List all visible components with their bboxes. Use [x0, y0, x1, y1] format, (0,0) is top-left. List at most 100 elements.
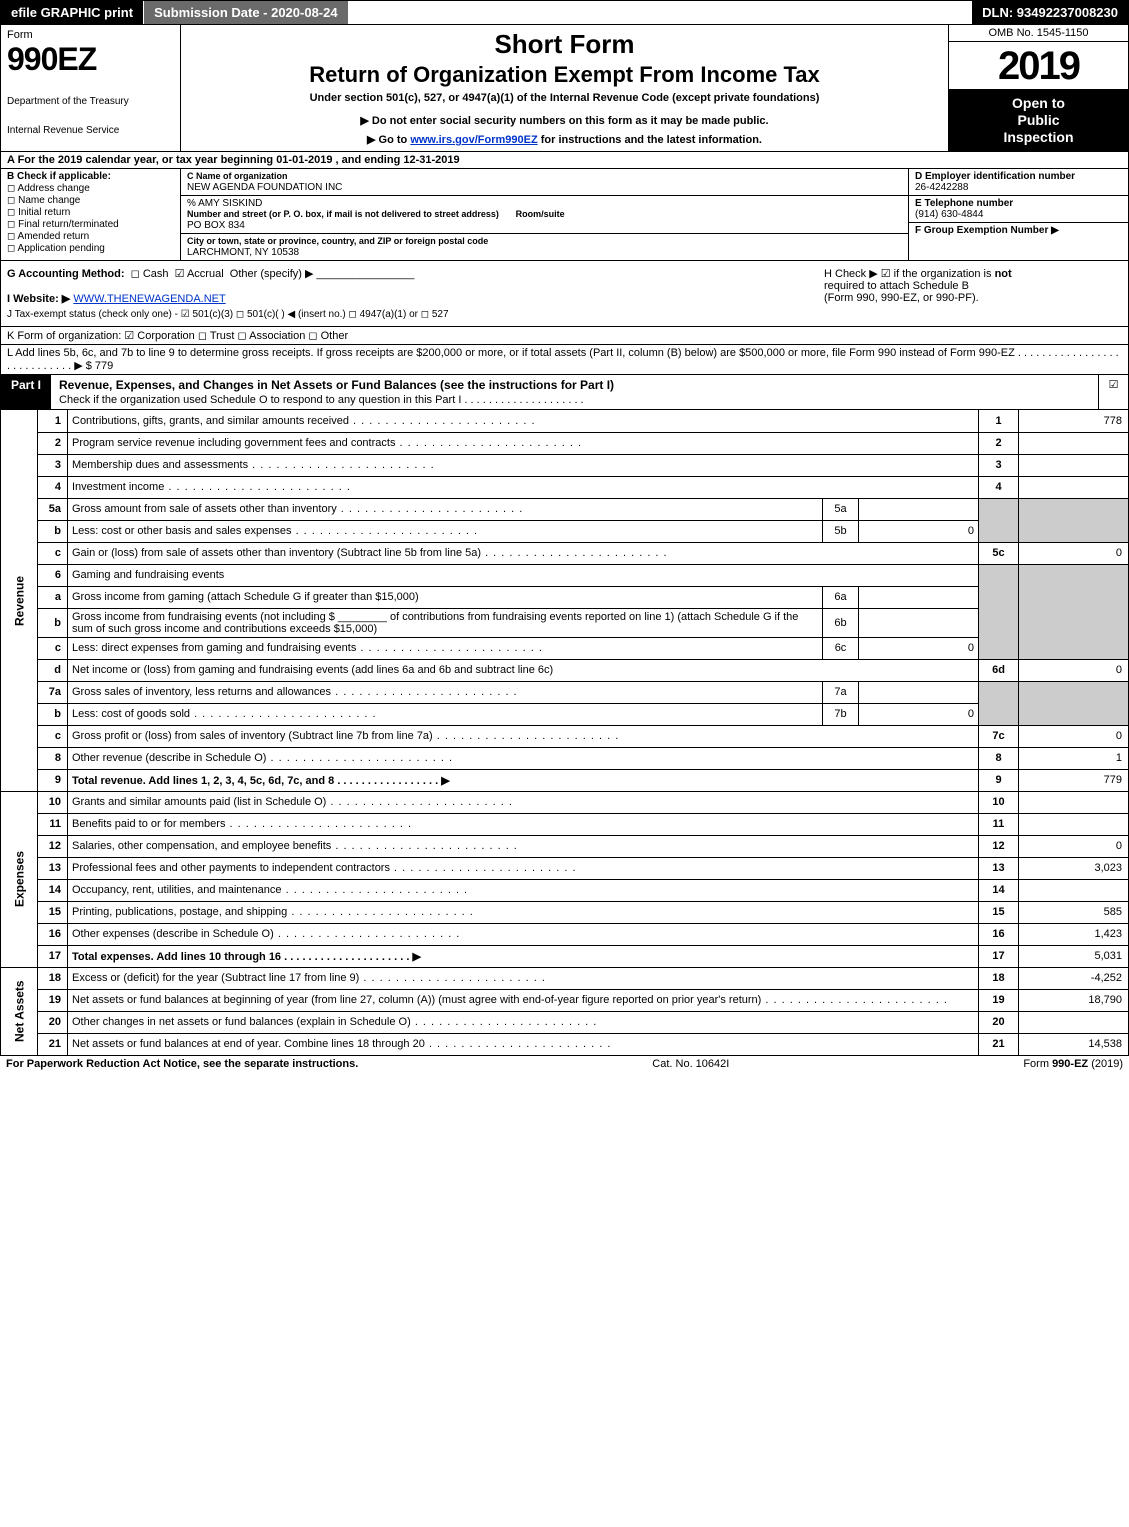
ln-19: 19 — [38, 989, 68, 1011]
chk-address-change[interactable]: ◻ Address change — [7, 183, 174, 194]
sub-5a-n: 5a — [823, 498, 859, 520]
short-form-title: Short Form — [189, 29, 940, 60]
desc-5a: Gross amount from sale of assets other t… — [68, 498, 823, 520]
num-1: 1 — [979, 410, 1019, 432]
gh-left: G Accounting Method: ◻ Cash ☑ Accrual Ot… — [1, 261, 818, 326]
grey-6 — [979, 564, 1019, 659]
accounting-method: G Accounting Method: ◻ Cash ☑ Accrual Ot… — [7, 267, 812, 280]
return-title: Return of Organization Exempt From Incom… — [189, 62, 940, 88]
ln-6a: a — [38, 586, 68, 608]
desc-14: Occupancy, rent, utilities, and maintena… — [68, 879, 979, 901]
sub-6b-n: 6b — [823, 608, 859, 637]
grey-6-amt — [1019, 564, 1129, 659]
num-10: 10 — [979, 791, 1019, 813]
h-text-1: H Check ▶ ☑ if the organization is — [824, 268, 995, 280]
ln-21: 21 — [38, 1033, 68, 1055]
desc-5b: Less: cost or other basis and sales expe… — [68, 520, 823, 542]
sub-6b-v — [859, 608, 979, 637]
chk-accrual[interactable]: Accrual — [187, 268, 224, 280]
ln-14: 14 — [38, 879, 68, 901]
num-6d: 6d — [979, 659, 1019, 681]
num-12: 12 — [979, 835, 1019, 857]
h-text-2: required to attach Schedule B — [824, 280, 969, 292]
row-l: L Add lines 5b, 6c, and 7b to line 9 to … — [0, 345, 1129, 375]
sub-7b-n: 7b — [823, 703, 859, 725]
column-def: D Employer identification number 26-4242… — [908, 169, 1128, 260]
column-b: B Check if applicable: ◻ Address change … — [1, 169, 181, 260]
grey-7 — [979, 681, 1019, 725]
ln-7c: c — [38, 725, 68, 747]
ln-18: 18 — [38, 967, 68, 989]
chk-other[interactable]: Other (specify) ▶ — [230, 268, 314, 280]
chk-cash[interactable]: Cash — [143, 268, 169, 280]
sub-5a-v — [859, 498, 979, 520]
ln-6d: d — [38, 659, 68, 681]
goto-line: ▶ Go to www.irs.gov/Form990EZ for instru… — [189, 133, 940, 146]
desc-19: Net assets or fund balances at beginning… — [68, 989, 979, 1011]
part-1-header: Part I Revenue, Expenses, and Changes in… — [0, 375, 1129, 410]
num-20: 20 — [979, 1011, 1019, 1033]
h-text-3: (Form 990, 990-EZ, or 990-PF). — [824, 292, 979, 304]
part-1-tag: Part I — [1, 375, 51, 409]
sub-6c-n: 6c — [823, 637, 859, 659]
goto-link[interactable]: www.irs.gov/Form990EZ — [410, 134, 537, 146]
topbar: efile GRAPHIC print Submission Date - 20… — [0, 0, 1129, 25]
chk-amended-return[interactable]: ◻ Amended return — [7, 231, 174, 242]
num-11: 11 — [979, 813, 1019, 835]
efile-button[interactable]: efile GRAPHIC print — [1, 1, 144, 24]
ln-6: 6 — [38, 564, 68, 586]
desc-16: Other expenses (describe in Schedule O) — [68, 923, 979, 945]
ln-7b: b — [38, 703, 68, 725]
ln-9: 9 — [38, 769, 68, 791]
grey-5 — [979, 498, 1019, 542]
part-1-checknote: Check if the organization used Schedule … — [59, 394, 584, 406]
inspect-3: Inspection — [1003, 129, 1073, 145]
phone-label: E Telephone number — [915, 198, 1013, 209]
footer-right: Form 990-EZ (2019) — [1023, 1058, 1123, 1070]
tax-year: 2019 — [949, 42, 1128, 89]
amt-20 — [1019, 1011, 1129, 1033]
amt-4 — [1019, 476, 1129, 498]
j-tax-exempt: J Tax-exempt status (check only one) - ☑… — [7, 309, 812, 320]
ln-12: 12 — [38, 835, 68, 857]
org-name-value: NEW AGENDA FOUNDATION INC — [187, 182, 342, 193]
inspect-2: Public — [1017, 112, 1059, 128]
part-1-checkbox[interactable]: ☑ — [1098, 375, 1128, 409]
num-21: 21 — [979, 1033, 1019, 1055]
sub-5b-n: 5b — [823, 520, 859, 542]
ln-20: 20 — [38, 1011, 68, 1033]
desc-6a: Gross income from gaming (attach Schedul… — [68, 586, 823, 608]
website-link[interactable]: WWW.THENEWAGENDA.NET — [73, 293, 225, 305]
sub-6a-v — [859, 586, 979, 608]
num-5c: 5c — [979, 542, 1019, 564]
group-exemption-cell: F Group Exemption Number ▶ — [909, 223, 1128, 260]
num-19: 19 — [979, 989, 1019, 1011]
submission-date-button[interactable]: Submission Date - 2020-08-24 — [144, 1, 349, 24]
side-revenue: Revenue — [1, 410, 38, 791]
chk-application-pending[interactable]: ◻ Application pending — [7, 243, 174, 254]
form-header: Form 990EZ Department of the Treasury In… — [0, 25, 1129, 152]
desc-1: Contributions, gifts, grants, and simila… — [68, 410, 979, 432]
inspect-1: Open to — [1012, 95, 1065, 111]
amt-14 — [1019, 879, 1129, 901]
desc-20: Other changes in net assets or fund bala… — [68, 1011, 979, 1033]
desc-15: Printing, publications, postage, and shi… — [68, 901, 979, 923]
room-label: Room/suite — [516, 209, 565, 219]
g-label: G Accounting Method: — [7, 268, 125, 280]
city-label: City or town, state or province, country… — [187, 236, 488, 246]
header-right: OMB No. 1545-1150 2019 Open to Public In… — [948, 25, 1128, 151]
num-14: 14 — [979, 879, 1019, 901]
omb-number: OMB No. 1545-1150 — [949, 25, 1128, 42]
chk-name-change[interactable]: ◻ Name change — [7, 195, 174, 206]
ln-8: 8 — [38, 747, 68, 769]
desc-7c: Gross profit or (loss) from sales of inv… — [68, 725, 979, 747]
side-expenses: Expenses — [1, 791, 38, 967]
part-1-title: Revenue, Expenses, and Changes in Net As… — [51, 375, 1098, 409]
amt-19: 18,790 — [1019, 989, 1129, 1011]
amt-18: -4,252 — [1019, 967, 1129, 989]
amt-9: 779 — [1019, 769, 1129, 791]
page-footer: For Paperwork Reduction Act Notice, see … — [0, 1056, 1129, 1072]
chk-initial-return[interactable]: ◻ Initial return — [7, 207, 174, 218]
chk-final-return[interactable]: ◻ Final return/terminated — [7, 219, 174, 230]
org-name-label: C Name of organization — [187, 171, 288, 181]
